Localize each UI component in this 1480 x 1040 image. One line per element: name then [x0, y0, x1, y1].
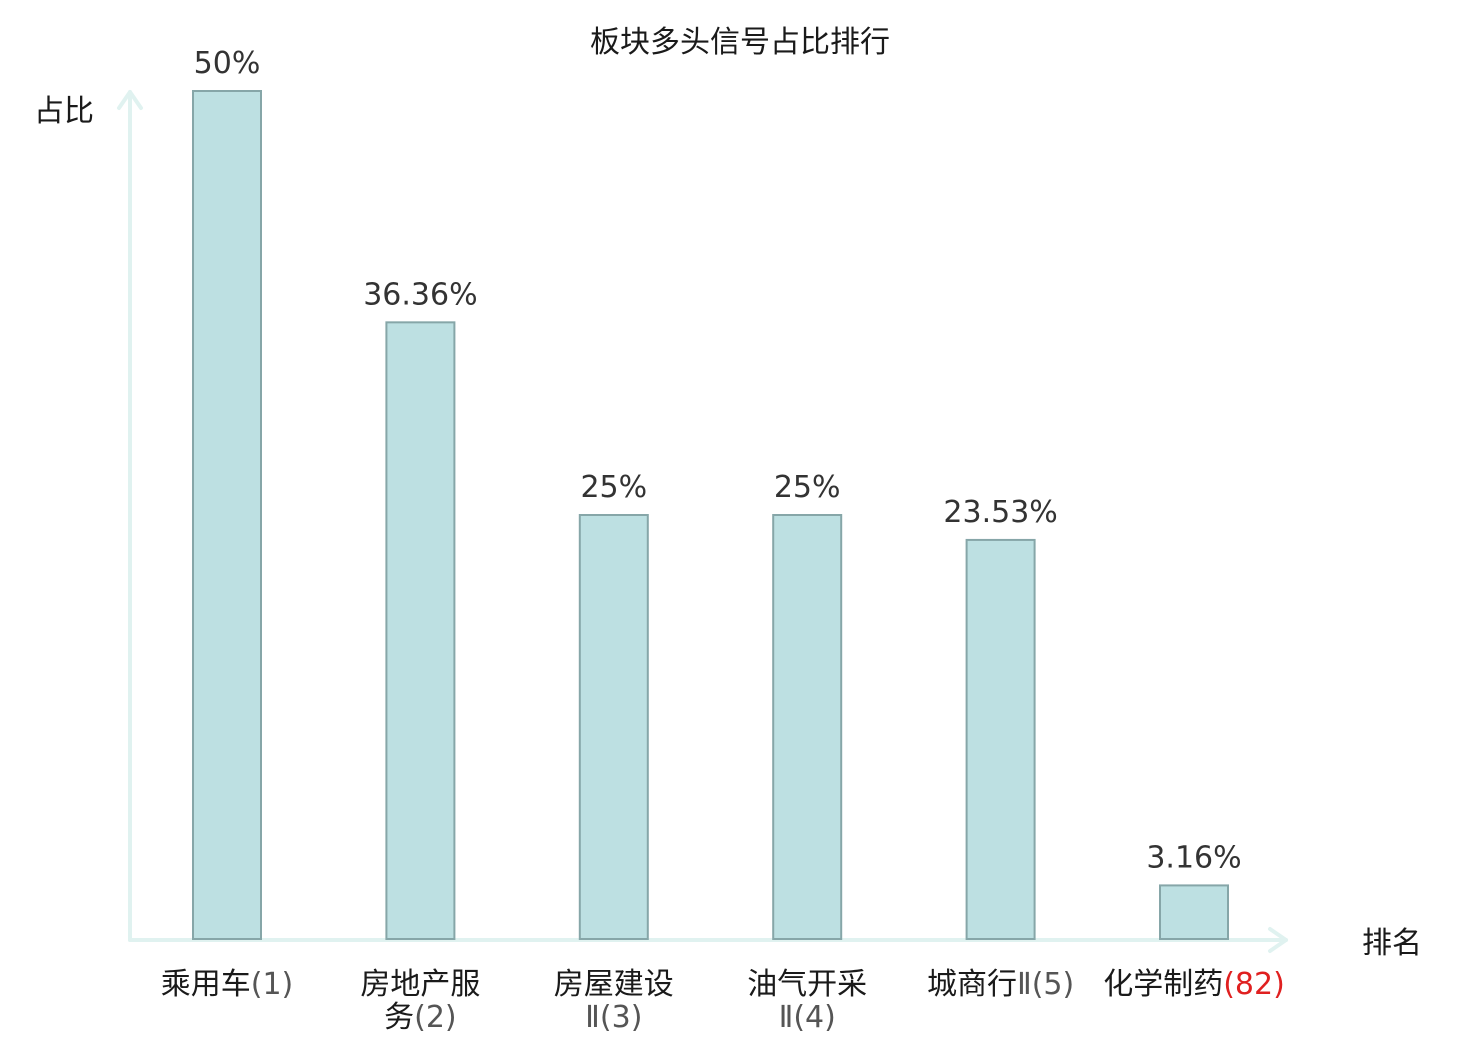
- category-name: 化学制药: [1103, 967, 1223, 1002]
- x-tick-label: 乘用车(1): [161, 967, 294, 1002]
- category-name: 城商行: [927, 967, 1017, 1002]
- category-name: 房地产服: [360, 967, 480, 1002]
- x-tick-label: 城商行Ⅱ(5): [927, 967, 1074, 1002]
- bar: [1159, 884, 1229, 940]
- y-axis-label: 占比: [34, 94, 94, 129]
- category-rank: (82): [1223, 967, 1285, 1002]
- bar-value-label: 25%: [580, 470, 647, 505]
- bar-value-label: 23.53%: [943, 495, 1057, 530]
- x-axis: [128, 927, 1288, 953]
- bar-value-label: 36.36%: [363, 277, 477, 312]
- category-name: 油气开采: [747, 967, 867, 1002]
- bar-series: [192, 90, 1229, 940]
- x-tick-label: 房屋建设: [554, 967, 674, 1002]
- bar: [385, 321, 456, 940]
- chart-title: 板块多头信号占比排行: [590, 25, 890, 60]
- category-name: 房屋建设: [554, 967, 674, 1002]
- value-labels: 50% 36.36% 25% 25% 23.53% 3.16%: [194, 46, 1242, 875]
- bar: [965, 538, 1036, 940]
- bar: [192, 90, 262, 940]
- x-tick-label: 务(2): [384, 1000, 457, 1035]
- category-rank: (2): [414, 1000, 457, 1035]
- x-tick-label: 油气开采: [747, 967, 867, 1002]
- x-tick-label: 房地产服: [360, 967, 480, 1002]
- category-rank: (1): [251, 967, 294, 1002]
- bar: [578, 514, 649, 940]
- category-rank: Ⅱ(4): [779, 1000, 836, 1035]
- category-rank: Ⅱ(5): [1017, 967, 1074, 1002]
- category-name: 务: [384, 1000, 414, 1035]
- category-name: 乘用车: [161, 967, 251, 1002]
- y-axis: [117, 90, 143, 942]
- x-tick-label: Ⅱ(3): [585, 1000, 642, 1035]
- x-axis-label: 排名: [1362, 926, 1422, 961]
- bar-value-label: 25%: [774, 470, 841, 505]
- bar: [772, 514, 843, 940]
- category-rank: Ⅱ(3): [585, 1000, 642, 1035]
- x-tick-label: Ⅱ(4): [779, 1000, 836, 1035]
- x-tick-label: 化学制药(82): [1103, 967, 1285, 1002]
- bar-value-label: 50%: [194, 46, 261, 81]
- bar-value-label: 3.16%: [1146, 840, 1241, 875]
